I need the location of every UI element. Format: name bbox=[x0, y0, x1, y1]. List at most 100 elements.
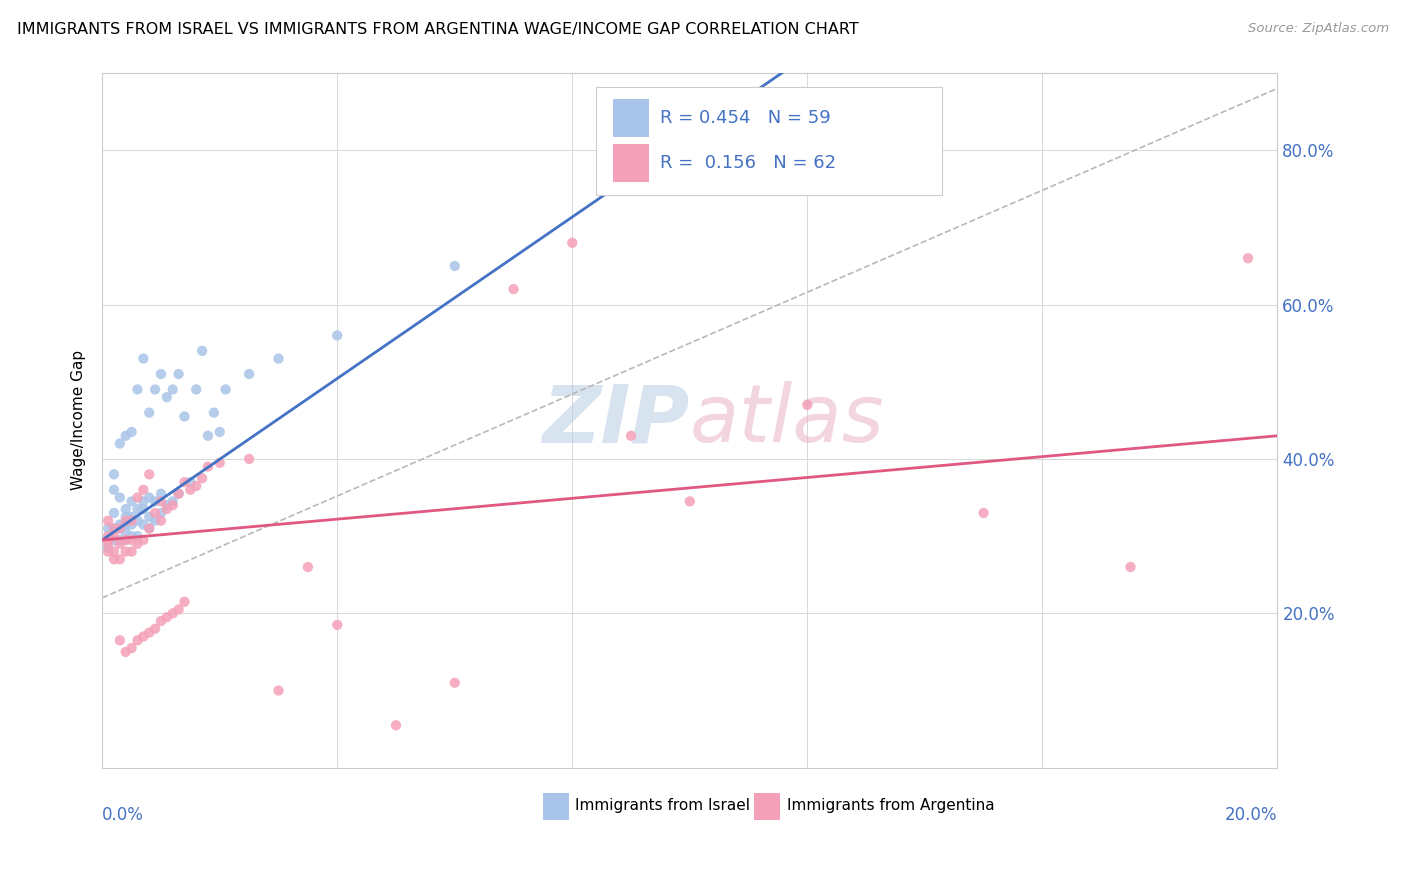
Text: ZIP: ZIP bbox=[543, 382, 690, 459]
Point bbox=[127, 514, 149, 528]
Point bbox=[121, 544, 143, 558]
Point bbox=[127, 491, 149, 505]
Point bbox=[127, 537, 149, 551]
Point bbox=[114, 517, 136, 532]
Text: atlas: atlas bbox=[690, 382, 884, 459]
Point bbox=[326, 328, 349, 343]
Point bbox=[121, 509, 143, 524]
Point bbox=[173, 475, 195, 489]
Point bbox=[208, 456, 231, 470]
Point bbox=[121, 529, 143, 543]
Point bbox=[108, 436, 131, 450]
Point bbox=[443, 259, 465, 273]
Point bbox=[167, 486, 190, 500]
Point bbox=[162, 494, 184, 508]
Point bbox=[167, 602, 190, 616]
Point bbox=[114, 544, 136, 558]
Y-axis label: Wage/Income Gap: Wage/Income Gap bbox=[72, 351, 86, 491]
Point bbox=[167, 486, 190, 500]
Text: Immigrants from Israel: Immigrants from Israel bbox=[575, 798, 749, 814]
Point bbox=[1237, 252, 1260, 266]
Point bbox=[214, 383, 236, 397]
Bar bbox=[613, 145, 648, 182]
Point bbox=[796, 398, 818, 412]
Point bbox=[121, 494, 143, 508]
Point bbox=[132, 483, 155, 497]
Point bbox=[162, 498, 184, 512]
Point bbox=[186, 479, 208, 493]
Bar bbox=[543, 793, 569, 820]
Point bbox=[297, 560, 319, 574]
Point bbox=[143, 506, 166, 520]
Point bbox=[108, 533, 131, 547]
Point bbox=[502, 282, 524, 296]
Point bbox=[108, 521, 131, 535]
Bar bbox=[613, 99, 648, 137]
FancyBboxPatch shape bbox=[596, 87, 942, 194]
Point bbox=[103, 483, 125, 497]
Point bbox=[385, 718, 408, 732]
Point bbox=[114, 502, 136, 516]
Point bbox=[156, 498, 179, 512]
Point bbox=[138, 467, 160, 482]
Point bbox=[173, 409, 195, 424]
Point bbox=[103, 521, 125, 535]
Point bbox=[114, 533, 136, 547]
Point bbox=[149, 514, 172, 528]
Point bbox=[97, 521, 120, 535]
Point bbox=[191, 471, 214, 485]
Text: R = 0.454   N = 59: R = 0.454 N = 59 bbox=[661, 109, 831, 128]
Point bbox=[138, 491, 160, 505]
Point bbox=[108, 552, 131, 566]
Point bbox=[108, 491, 131, 505]
Point bbox=[114, 429, 136, 443]
Point bbox=[973, 506, 995, 520]
Point bbox=[97, 529, 120, 543]
Point bbox=[138, 521, 160, 535]
Point bbox=[103, 521, 125, 535]
Point bbox=[167, 367, 190, 381]
Point bbox=[238, 452, 260, 467]
Point bbox=[97, 533, 120, 547]
Point bbox=[108, 537, 131, 551]
Point bbox=[114, 525, 136, 540]
Point bbox=[679, 494, 702, 508]
Point bbox=[108, 521, 131, 535]
Text: IMMIGRANTS FROM ISRAEL VS IMMIGRANTS FROM ARGENTINA WAGE/INCOME GAP CORRELATION : IMMIGRANTS FROM ISRAEL VS IMMIGRANTS FRO… bbox=[17, 22, 859, 37]
Point bbox=[127, 529, 149, 543]
Point bbox=[121, 641, 143, 656]
Point bbox=[132, 630, 155, 644]
Point bbox=[156, 390, 179, 404]
Point bbox=[179, 483, 201, 497]
Point bbox=[97, 514, 120, 528]
Point bbox=[127, 633, 149, 648]
Point bbox=[326, 618, 349, 632]
Point bbox=[103, 544, 125, 558]
Point bbox=[143, 383, 166, 397]
Point bbox=[132, 351, 155, 366]
Point bbox=[443, 675, 465, 690]
Point bbox=[132, 494, 155, 508]
Point bbox=[173, 595, 195, 609]
Point bbox=[121, 533, 143, 547]
Point bbox=[97, 544, 120, 558]
Point bbox=[186, 383, 208, 397]
Point bbox=[127, 383, 149, 397]
Point bbox=[162, 383, 184, 397]
Point bbox=[103, 533, 125, 547]
Point bbox=[103, 552, 125, 566]
Point bbox=[103, 506, 125, 520]
Point bbox=[143, 494, 166, 508]
Point bbox=[149, 506, 172, 520]
Text: R =  0.156   N = 62: R = 0.156 N = 62 bbox=[661, 154, 837, 172]
Point bbox=[191, 343, 214, 358]
Point bbox=[267, 683, 290, 698]
Point bbox=[138, 625, 160, 640]
Point bbox=[97, 537, 120, 551]
Point bbox=[121, 517, 143, 532]
Point bbox=[267, 351, 290, 366]
Point bbox=[561, 235, 583, 250]
Point bbox=[138, 509, 160, 524]
Point bbox=[156, 502, 179, 516]
Point bbox=[202, 406, 225, 420]
